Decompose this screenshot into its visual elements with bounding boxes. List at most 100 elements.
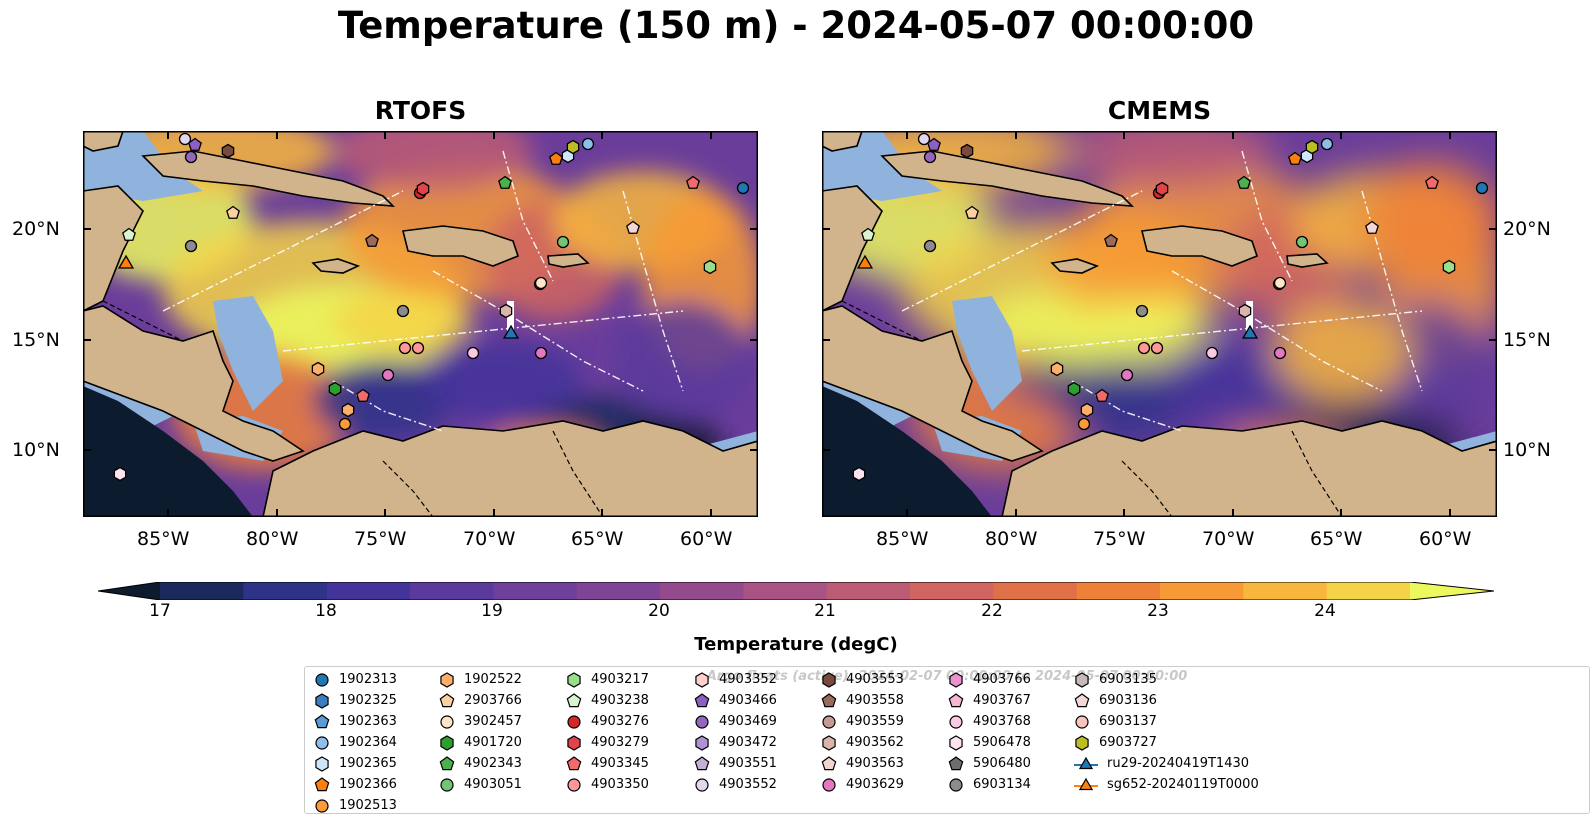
float-marker (736, 181, 750, 195)
lon-tick-label: 85°W (876, 528, 929, 550)
legend-item-label: 6903136 (1099, 693, 1157, 708)
legend-item: 4903279 (565, 732, 649, 753)
land-south-america (1001, 420, 1497, 517)
legend-item-label: 1902364 (339, 735, 397, 750)
colorbar-segment (1326, 582, 1411, 600)
legend-item: 1902513 (313, 795, 397, 816)
country-border (841, 300, 923, 342)
legend-item-label: 4903217 (591, 672, 649, 687)
legend-item-label: 6903134 (973, 777, 1031, 792)
eez-boundary (332, 380, 444, 432)
legend-item-label: 1902522 (464, 672, 522, 687)
float-marker (184, 150, 198, 164)
legend-item-label: 4903350 (591, 777, 649, 792)
figure-title: Temperature (150 m) - 2024-05-07 00:00:0… (337, 4, 1255, 47)
legend-item-label: 4903766 (973, 672, 1031, 687)
legend-item-label: 6903727 (1099, 735, 1157, 750)
legend-marker (315, 755, 329, 772)
glider-marker-sg652 (856, 254, 874, 269)
eez-boundary (502, 150, 554, 282)
float-marker (499, 303, 513, 319)
legend-item-label: 4903563 (846, 756, 904, 771)
float-marker (1080, 402, 1094, 418)
float-marker (556, 235, 570, 249)
legend-item-label: 1902313 (339, 672, 397, 687)
float-marker (1135, 304, 1149, 318)
temperature-patch (1272, 301, 1412, 401)
legend-item-label: 4903469 (719, 714, 777, 729)
temperature-patch (1072, 131, 1272, 191)
legend-item: 6903134 (947, 774, 1031, 795)
legend-item: 4903551 (693, 753, 777, 774)
legend-item: 4903469 (693, 711, 777, 732)
legend-marker (566, 692, 582, 707)
legend-marker (821, 755, 837, 770)
legend-marker (1075, 734, 1089, 751)
float-marker (365, 233, 379, 247)
legend-item: 4903553 (820, 669, 904, 690)
legend-marker (695, 671, 709, 688)
eez-boundary (282, 310, 684, 352)
colorbar-segment (993, 582, 1078, 600)
float-marker (549, 151, 563, 165)
glider-marker-ru29 (502, 324, 520, 339)
legend-item-label: 1902366 (339, 777, 397, 792)
legend-item-label: 1902513 (339, 798, 397, 813)
legend-item: 4903563 (820, 753, 904, 774)
lon-tick-label: 70°W (463, 528, 516, 550)
legend-item: 4903767 (947, 690, 1031, 711)
lat-tick-label: 10°N (12, 439, 60, 461)
legend-marker (695, 714, 709, 729)
shallow-shelf (213, 296, 283, 411)
float-marker (626, 220, 640, 234)
legend-item: 4903559 (820, 711, 904, 732)
country-border (552, 430, 604, 517)
legend-item-label: 5906480 (973, 756, 1031, 771)
legend-item-label: 4901720 (464, 735, 522, 750)
legend-column: 4903553 4903558 4903559 4903562 4903563 49036… (820, 669, 904, 795)
legend-item: 4902343 (438, 753, 522, 774)
legend-item: 4901720 (438, 732, 522, 753)
legend-item: 4903276 (565, 711, 649, 732)
legend-item-label: 4903562 (846, 735, 904, 750)
legend-item-label: 4903553 (846, 672, 904, 687)
legend-marker (1074, 777, 1098, 790)
legend-marker (949, 714, 963, 729)
colorbar-tick-label: 21 (814, 601, 836, 621)
legend-marker (949, 777, 963, 792)
legend-item: 4903472 (693, 732, 777, 753)
legend-marker (949, 671, 963, 688)
legend-item-label: 4903276 (591, 714, 649, 729)
lat-tick-label: 15°N (1503, 329, 1551, 351)
lon-tick-label: 60°W (680, 528, 733, 550)
legend-marker (948, 755, 964, 770)
legend-marker (314, 713, 330, 728)
legend-item-label: 4903767 (973, 693, 1031, 708)
float-marker (178, 132, 192, 146)
eez-boundary (1171, 270, 1383, 392)
float-marker (861, 227, 875, 241)
float-marker (466, 346, 480, 360)
lon-tick-label: 65°W (1310, 528, 1363, 550)
float-marker (416, 181, 430, 197)
land-puerto-rico (547, 253, 590, 268)
float-marker (1425, 175, 1439, 189)
legend-item-label: 4903629 (846, 777, 904, 792)
legend-marker (1075, 671, 1089, 688)
legend-item: 6903727 (1073, 732, 1259, 753)
legend-item-label: sg652-20240119T0000 (1107, 777, 1259, 792)
float-marker (1205, 346, 1219, 360)
legend-column: 6903135 6903136 6903137 6903727 ru29-2024041… (1073, 669, 1259, 795)
colorbar-segment (826, 582, 911, 600)
legend-marker (440, 714, 454, 729)
legend-item-label: 6903137 (1099, 714, 1157, 729)
legend-item: 1902522 (438, 669, 522, 690)
legend-item-label: ru29-20240419T1430 (1107, 756, 1250, 771)
lon-tick-label: 75°W (354, 528, 407, 550)
legend: Argo floats (active): 2024-02-07 00:00:0… (304, 666, 1590, 814)
shallow-shelf (822, 131, 942, 201)
legend-item-label: 4903238 (591, 693, 649, 708)
float-marker (1050, 361, 1064, 377)
legend-marker (315, 672, 329, 687)
legend-item-label: 6903135 (1099, 672, 1157, 687)
